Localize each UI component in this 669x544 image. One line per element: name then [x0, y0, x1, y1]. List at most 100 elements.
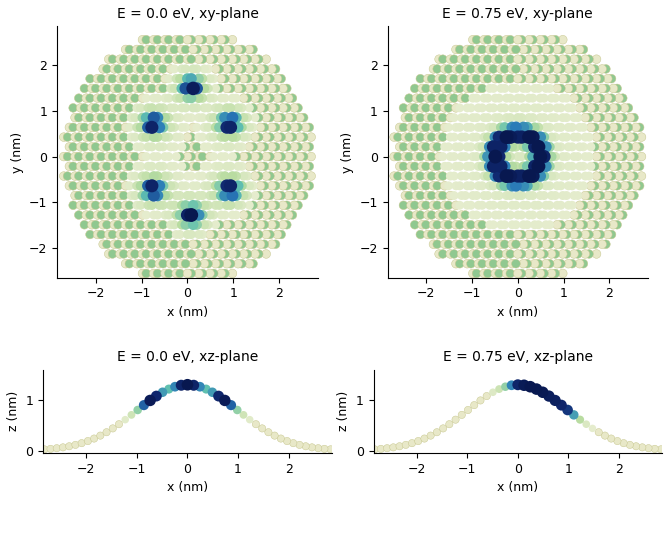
- Circle shape: [170, 382, 180, 392]
- Circle shape: [613, 123, 622, 132]
- Circle shape: [455, 162, 464, 171]
- Circle shape: [233, 143, 243, 151]
- Circle shape: [108, 191, 117, 200]
- Circle shape: [494, 160, 508, 173]
- Circle shape: [461, 230, 470, 239]
- Circle shape: [541, 103, 551, 113]
- Circle shape: [518, 162, 529, 171]
- Circle shape: [603, 172, 612, 181]
- Circle shape: [452, 65, 460, 73]
- Circle shape: [228, 152, 237, 161]
- Circle shape: [412, 113, 421, 122]
- Circle shape: [592, 94, 601, 102]
- Circle shape: [166, 201, 175, 210]
- Circle shape: [170, 240, 179, 249]
- Circle shape: [198, 113, 207, 122]
- Circle shape: [547, 269, 556, 278]
- Circle shape: [480, 211, 488, 219]
- Circle shape: [423, 133, 432, 141]
- Circle shape: [155, 259, 164, 268]
- Circle shape: [466, 240, 475, 249]
- Circle shape: [217, 269, 225, 278]
- Circle shape: [160, 190, 170, 200]
- Circle shape: [222, 143, 231, 151]
- Circle shape: [587, 162, 595, 171]
- Circle shape: [472, 75, 481, 83]
- Circle shape: [489, 123, 498, 132]
- Circle shape: [468, 94, 477, 103]
- Circle shape: [615, 191, 624, 200]
- Circle shape: [461, 55, 470, 64]
- Circle shape: [209, 171, 218, 181]
- Circle shape: [587, 182, 595, 190]
- Circle shape: [564, 259, 573, 268]
- Circle shape: [97, 133, 106, 141]
- Circle shape: [502, 94, 511, 103]
- Circle shape: [177, 143, 186, 151]
- Circle shape: [211, 122, 220, 132]
- Circle shape: [542, 65, 551, 73]
- Circle shape: [446, 171, 455, 181]
- Circle shape: [598, 143, 607, 151]
- Circle shape: [296, 133, 304, 141]
- Circle shape: [314, 444, 322, 452]
- Circle shape: [547, 211, 556, 219]
- Circle shape: [636, 162, 644, 171]
- Circle shape: [102, 220, 111, 229]
- Circle shape: [456, 84, 464, 93]
- Circle shape: [626, 191, 635, 200]
- Circle shape: [620, 143, 629, 151]
- Circle shape: [221, 75, 229, 83]
- Circle shape: [271, 84, 280, 93]
- Circle shape: [514, 75, 522, 83]
- Circle shape: [104, 191, 113, 200]
- Circle shape: [172, 171, 181, 181]
- Circle shape: [517, 55, 526, 64]
- Circle shape: [589, 425, 596, 432]
- Circle shape: [188, 380, 199, 391]
- Circle shape: [590, 143, 599, 151]
- Circle shape: [587, 220, 595, 229]
- Circle shape: [450, 55, 458, 64]
- Circle shape: [166, 181, 175, 190]
- Circle shape: [508, 84, 516, 93]
- Circle shape: [203, 103, 213, 113]
- Circle shape: [249, 240, 258, 249]
- Circle shape: [519, 103, 528, 113]
- Circle shape: [217, 152, 225, 161]
- Circle shape: [540, 75, 549, 83]
- Circle shape: [519, 84, 528, 93]
- Circle shape: [485, 65, 494, 73]
- Circle shape: [496, 84, 505, 93]
- Circle shape: [144, 220, 153, 229]
- Circle shape: [159, 45, 167, 54]
- Circle shape: [203, 220, 213, 230]
- Circle shape: [452, 123, 460, 132]
- Circle shape: [598, 182, 607, 190]
- Circle shape: [74, 113, 83, 122]
- Circle shape: [290, 143, 298, 151]
- Circle shape: [126, 133, 136, 141]
- Circle shape: [461, 152, 470, 161]
- Circle shape: [254, 55, 263, 64]
- Circle shape: [407, 201, 415, 209]
- Circle shape: [590, 84, 599, 93]
- Circle shape: [221, 94, 229, 103]
- Circle shape: [271, 143, 280, 151]
- Circle shape: [262, 191, 270, 200]
- Circle shape: [609, 143, 617, 151]
- Circle shape: [243, 55, 252, 64]
- Circle shape: [170, 201, 179, 210]
- Circle shape: [110, 182, 118, 190]
- Circle shape: [296, 191, 304, 200]
- Circle shape: [209, 211, 218, 220]
- Circle shape: [585, 133, 593, 141]
- Circle shape: [613, 143, 622, 151]
- Circle shape: [127, 211, 136, 219]
- Circle shape: [205, 55, 214, 64]
- Circle shape: [181, 200, 191, 211]
- Circle shape: [296, 172, 304, 181]
- Circle shape: [501, 382, 510, 391]
- Circle shape: [626, 441, 634, 448]
- Circle shape: [636, 182, 644, 190]
